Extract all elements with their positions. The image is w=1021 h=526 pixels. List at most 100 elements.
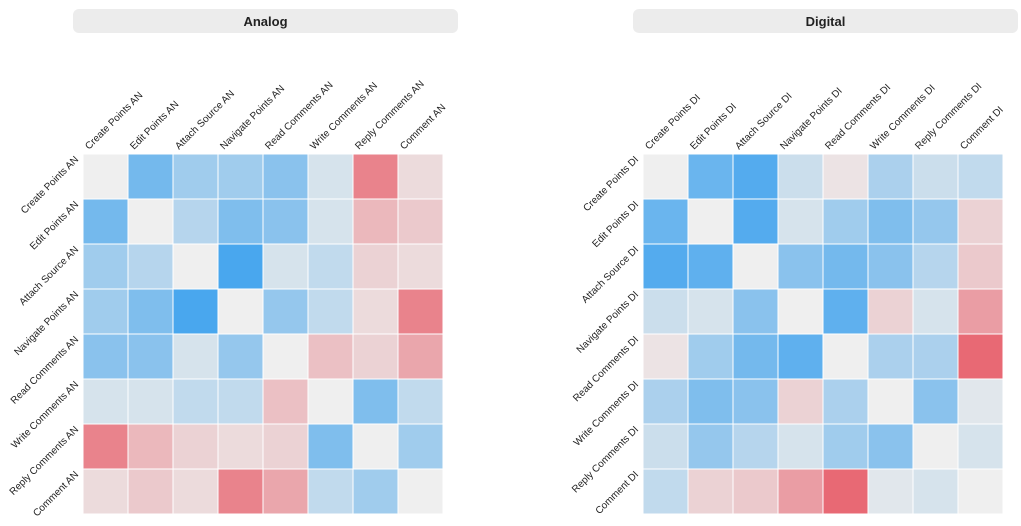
heatmap-cell xyxy=(217,468,264,515)
heatmap-cell xyxy=(352,333,399,380)
row-label: Comment DI xyxy=(594,469,641,516)
heatmap-cell xyxy=(307,198,354,245)
heatmap-cell xyxy=(307,243,354,290)
heatmap-cell xyxy=(822,333,869,380)
heatmap-cell xyxy=(262,243,309,290)
heatmap-cell xyxy=(912,153,959,200)
heatmap-cell xyxy=(172,468,219,515)
heatmap-cell xyxy=(732,243,779,290)
heatmap-cell xyxy=(352,243,399,290)
heatmap-cell xyxy=(127,198,174,245)
heatmap-cell xyxy=(262,378,309,425)
heatmap-cell xyxy=(957,378,1004,425)
heatmap-cell xyxy=(82,423,129,470)
analog-panel-title: Analog xyxy=(73,9,458,33)
heatmap-cell xyxy=(867,378,914,425)
heatmap-cell xyxy=(912,468,959,515)
heatmap-cell xyxy=(822,153,869,200)
heatmap-cell xyxy=(867,288,914,335)
heatmap-cell xyxy=(172,153,219,200)
heatmap-cell xyxy=(127,468,174,515)
row-label: Comment AN xyxy=(31,469,81,519)
heatmap-cell xyxy=(352,378,399,425)
heatmap-cell xyxy=(397,243,444,290)
heatmap-cell xyxy=(732,468,779,515)
heatmap-cell xyxy=(867,423,914,470)
heatmap-cell xyxy=(642,468,689,515)
heatmap-cell xyxy=(172,198,219,245)
heatmap-cell xyxy=(172,423,219,470)
heatmap-cell xyxy=(307,153,354,200)
heatmap-cell xyxy=(262,333,309,380)
heatmap-cell xyxy=(822,198,869,245)
heatmap-cell xyxy=(957,243,1004,290)
heatmap-cell xyxy=(867,468,914,515)
heatmap-cell xyxy=(957,198,1004,245)
column-label: Comment DI xyxy=(958,105,1005,152)
heatmap-cell xyxy=(217,333,264,380)
column-label: Edit Points DI xyxy=(688,101,739,152)
heatmap-cell xyxy=(217,198,264,245)
heatmap-cell xyxy=(82,198,129,245)
heatmap-cell xyxy=(777,198,824,245)
heatmap-cell xyxy=(912,423,959,470)
heatmap-cell xyxy=(307,468,354,515)
row-label: Edit Points DI xyxy=(590,199,641,250)
heatmap-cell xyxy=(642,198,689,245)
heatmap-cell xyxy=(127,288,174,335)
heatmap-cell xyxy=(777,288,824,335)
heatmap-cell xyxy=(867,153,914,200)
heatmap-cell xyxy=(687,378,734,425)
heatmap-cell xyxy=(397,153,444,200)
heatmap-cell xyxy=(912,243,959,290)
heatmap-cell xyxy=(217,423,264,470)
heatmap-cell xyxy=(82,288,129,335)
heatmap-cell xyxy=(957,288,1004,335)
heatmap-cell xyxy=(732,333,779,380)
heatmap-cell xyxy=(867,333,914,380)
heatmap-cell xyxy=(732,378,779,425)
heatmap-cell xyxy=(82,468,129,515)
heatmap-cell xyxy=(307,333,354,380)
heatmap-cell xyxy=(912,288,959,335)
heatmap-cell xyxy=(82,333,129,380)
heatmap-cell xyxy=(822,468,869,515)
heatmap-cell xyxy=(127,333,174,380)
heatmap-cell xyxy=(127,243,174,290)
heatmap-cell xyxy=(307,378,354,425)
heatmap-cell xyxy=(352,468,399,515)
column-label: Comment AN xyxy=(398,102,448,152)
heatmap-cell xyxy=(352,423,399,470)
heatmap-cell xyxy=(82,153,129,200)
heatmap-cell xyxy=(262,468,309,515)
heatmap-cell xyxy=(732,198,779,245)
heatmap-cell xyxy=(352,198,399,245)
heatmap-cell xyxy=(777,243,824,290)
heatmap-cell xyxy=(687,198,734,245)
heatmap-cell xyxy=(687,243,734,290)
heatmap-cell xyxy=(397,378,444,425)
heatmap-cell xyxy=(217,288,264,335)
heatmap-cell xyxy=(912,333,959,380)
heatmap-cell xyxy=(262,198,309,245)
heatmap-cell xyxy=(822,288,869,335)
heatmap-cell xyxy=(687,153,734,200)
heatmap-cell xyxy=(217,378,264,425)
heatmap-cell xyxy=(642,333,689,380)
heatmap-cell xyxy=(957,333,1004,380)
heatmap-cell xyxy=(732,288,779,335)
heatmap-cell xyxy=(127,423,174,470)
heatmap-cell xyxy=(687,423,734,470)
heatmap-cell xyxy=(822,243,869,290)
heatmap-cell xyxy=(777,153,824,200)
heatmap-cell xyxy=(262,423,309,470)
heatmap-cell xyxy=(687,288,734,335)
heatmap-cell xyxy=(822,378,869,425)
heatmap-cell xyxy=(777,378,824,425)
heatmap-cell xyxy=(172,243,219,290)
heatmap-cell xyxy=(732,423,779,470)
heatmap-cell xyxy=(352,153,399,200)
heatmap-cell xyxy=(172,378,219,425)
